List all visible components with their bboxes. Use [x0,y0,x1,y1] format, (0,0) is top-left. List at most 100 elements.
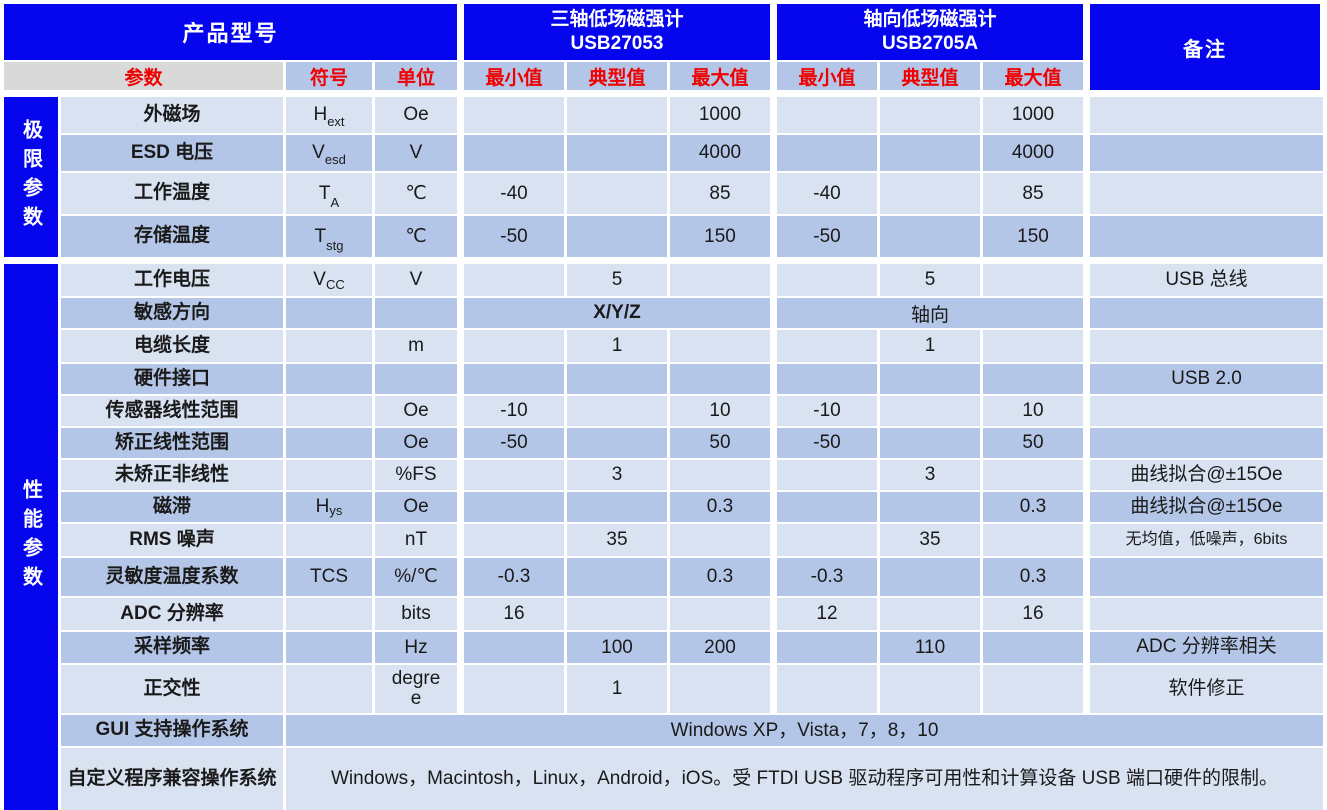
table-row: 电缆长度 m 1 1 [61,330,1323,362]
b-min-value: -0.3 [777,558,877,596]
table-row: ADC 分辨率 bits 16 12 16 [61,598,1323,630]
symbol-main: H [315,496,330,517]
a-typ-value: 1 [567,330,667,362]
a-typ-value [567,396,667,426]
remark-cell: 无均值，低噪声，6bits [1090,524,1323,556]
product-name: 轴向低场磁强计 [863,9,997,31]
a-max-value [670,460,770,490]
a-min-value: -40 [464,173,564,214]
symbol-subscript: stg [326,238,344,253]
symbol-cell [286,524,372,556]
symbol-cell [286,665,372,713]
remark-cell [1090,558,1323,596]
b-typ-value [880,97,980,133]
param-label: 电缆长度 [61,330,283,362]
a-min-value: -50 [464,428,564,458]
symbol-main: T [318,182,331,204]
symbol-main: T [314,225,327,247]
a-min-value [464,330,564,362]
table-row: 工作电压 V CC V 5 5 USB 总线 [61,264,1323,296]
a-typ-value: 3 [567,460,667,490]
remark-cell [1090,97,1323,133]
a-typ-value: 100 [567,632,667,663]
a-min-value: -0.3 [464,558,564,596]
table-row: RMS 噪声 nT 35 35 无均值，低噪声，6bits [61,524,1323,556]
a-max-value [670,598,770,630]
product-model-header: 产品型号 [4,4,457,60]
a-min-value [464,665,564,713]
a-max-value [670,524,770,556]
table-row: 工作温度 T A ℃ -40 85 -40 85 [61,173,1323,214]
param-label: 正交性 [61,665,283,713]
b-min-value [777,364,877,394]
symbol-cell [286,428,372,458]
b-typ-value [880,428,980,458]
b-min-value: -50 [777,428,877,458]
b-min-value [777,264,877,296]
a-max-value: 10 [670,396,770,426]
b-min-value [777,97,877,133]
b-max-value [983,364,1083,394]
b-typ-value: 110 [880,632,980,663]
unit-cell: bits [375,598,457,630]
a-max-value: 85 [670,173,770,214]
b-typ-value: 5 [880,264,980,296]
remark-cell: 曲线拟合@±15Oe [1090,492,1323,522]
spanning-value: Windows XP，Vista，7，8，10 [286,715,1323,746]
a-typ-value [567,428,667,458]
min-column-header-a: 最小值 [464,62,564,90]
unit-cell: Oe [375,492,457,522]
a-typ-value [567,598,667,630]
symbol-cell [286,632,372,663]
a-min-value [464,460,564,490]
b-max-value: 1000 [983,97,1083,133]
b-max-value: 0.3 [983,492,1083,522]
a-min-value [464,632,564,663]
param-label: 传感器线性范围 [61,396,283,426]
b-max-value: 50 [983,428,1083,458]
b-typ-value [880,492,980,522]
a-min-value: -10 [464,396,564,426]
b-max-value: 4000 [983,135,1083,171]
b-max-value: 150 [983,216,1083,257]
merged-value-triaxis: X/Y/Z [464,298,770,328]
unit-cell [375,298,457,328]
a-max-value: 0.3 [670,492,770,522]
b-typ-value [880,396,980,426]
param-label: 工作电压 [61,264,283,296]
param-label: GUI 支持操作系统 [61,715,283,746]
group-label-bar: 极限参数 [4,97,58,257]
symbol-subscript: ext [327,114,345,129]
param-label: 硬件接口 [61,364,283,394]
table-row: 自定义程序兼容操作系统 Windows，Macintosh，Linux，Andro… [61,748,1323,810]
unit-cell: %/℃ [375,558,457,596]
b-max-value: 85 [983,173,1083,214]
group-label: 性能参数 [19,479,42,595]
a-max-value [670,364,770,394]
remark-cell: USB 总线 [1090,264,1323,296]
remark-cell [1090,330,1323,362]
b-typ-value: 3 [880,460,980,490]
a-min-value [464,264,564,296]
remark-cell [1090,135,1323,171]
table-row: 采样频率 Hz 100 200 110 ADC 分辨率相关 [61,632,1323,663]
symbol-subscript: A [330,195,340,210]
param-label: 采样频率 [61,632,283,663]
a-typ-value: 5 [567,264,667,296]
a-typ-value [567,135,667,171]
symbol-main: V [312,142,325,163]
remark-cell [1090,173,1323,214]
product-header-axial: 轴向低场磁强计 USB2705A [777,4,1083,60]
unit-cell: Oe [375,396,457,426]
a-typ-value [567,97,667,133]
b-max-value [983,665,1083,713]
group-label-bar: 性能参数 [4,264,58,810]
merged-value-axial: 轴向 [777,298,1083,328]
b-max-value: 10 [983,396,1083,426]
symbol-cell [286,364,372,394]
unit-cell: ℃ [375,216,457,257]
b-max-value [983,524,1083,556]
